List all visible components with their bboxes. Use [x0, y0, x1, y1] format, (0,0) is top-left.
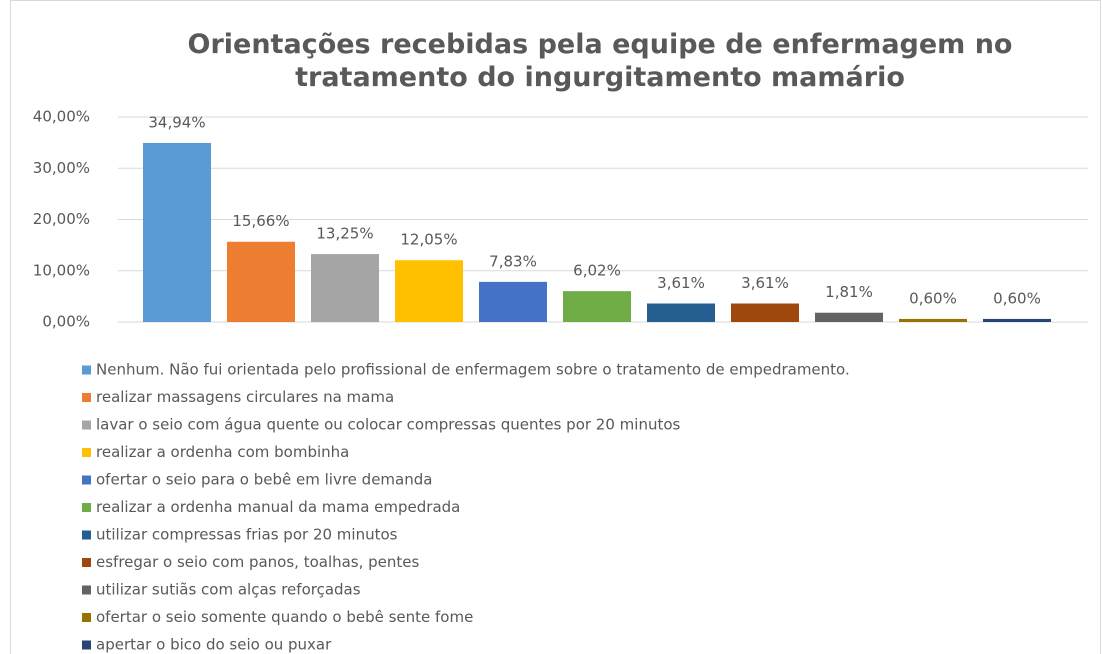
- data-label: 0,60%: [909, 289, 957, 307]
- legend-swatch: [82, 420, 91, 430]
- bar: [143, 142, 211, 322]
- bar: [563, 291, 631, 322]
- bar: [815, 312, 883, 322]
- legend-swatch: [82, 640, 91, 650]
- legend-label: utilizar sutiãs com alças reforçadas: [96, 581, 361, 599]
- legend-swatch: [82, 585, 91, 595]
- y-tick-label: 0,00%: [42, 313, 90, 331]
- bar: [731, 303, 799, 322]
- data-label: 6,02%: [573, 262, 621, 280]
- chart-title: Orientações recebidas pela equipe de enf…: [187, 29, 1013, 93]
- legend-label: esfregar o seio com panos, toalhas, pent…: [96, 553, 420, 571]
- legend-swatch: [82, 475, 91, 485]
- legend-label: realizar massagens circulares na mama: [96, 388, 394, 406]
- legend-swatch: [82, 530, 91, 540]
- legend-label: realizar a ordenha manual da mama empedr…: [96, 498, 460, 516]
- y-tick-label: 40,00%: [33, 108, 90, 126]
- bar: [647, 303, 715, 322]
- bar: [227, 241, 295, 322]
- data-label: 7,83%: [489, 252, 537, 270]
- data-label: 1,81%: [825, 283, 873, 301]
- data-label: 3,61%: [741, 274, 789, 292]
- legend-label: utilizar compressas frias por 20 minutos: [96, 526, 398, 544]
- bar: [395, 260, 463, 322]
- bar: [479, 281, 547, 322]
- legend-label: ofertar o seio somente quando o bebê sen…: [96, 608, 473, 626]
- legend-swatch: [82, 558, 91, 567]
- legend-swatch: [82, 393, 91, 402]
- legend-label: lavar o seio com água quente ou colocar …: [96, 416, 681, 434]
- legend-label: Nenhum. Não fui orientada pelo profissio…: [96, 361, 850, 379]
- legend-swatch: [82, 503, 91, 512]
- bar: [983, 318, 1051, 322]
- data-label: 15,66%: [232, 212, 289, 230]
- data-label: 34,94%: [148, 113, 205, 131]
- legend-label: realizar a ordenha com bombinha: [96, 443, 349, 461]
- data-label: 3,61%: [657, 274, 705, 292]
- bar: [899, 318, 967, 322]
- legend-swatch: [82, 448, 91, 457]
- legend-label: ofertar o seio para o bebê em livre dema…: [96, 471, 432, 489]
- y-tick-label: 20,00%: [33, 210, 90, 228]
- y-tick-label: 30,00%: [33, 159, 90, 177]
- legend-swatch: [82, 365, 91, 375]
- legend-label: apertar o bico do seio ou puxar: [96, 636, 332, 654]
- y-tick-label: 10,00%: [33, 261, 90, 279]
- data-label: 12,05%: [400, 231, 457, 249]
- bar: [311, 254, 379, 322]
- legend-swatch: [82, 613, 91, 622]
- chart-frame: [10, 0, 1101, 654]
- data-label: 13,25%: [316, 225, 373, 243]
- data-label: 0,60%: [993, 289, 1041, 307]
